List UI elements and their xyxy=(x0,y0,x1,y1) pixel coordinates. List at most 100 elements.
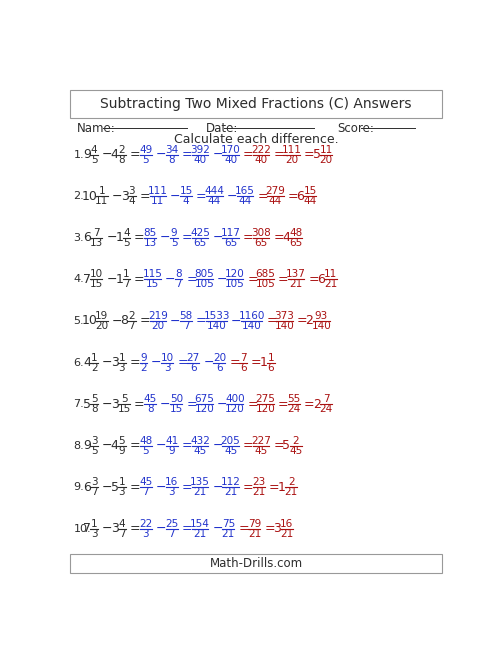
Text: 1: 1 xyxy=(91,353,98,362)
Text: 2: 2 xyxy=(292,435,299,446)
Text: Calculate each difference.: Calculate each difference. xyxy=(174,133,338,146)
Text: 24: 24 xyxy=(288,404,300,414)
Text: 44: 44 xyxy=(208,196,221,206)
Text: −: − xyxy=(112,314,122,327)
Text: =: = xyxy=(134,231,144,245)
Text: 21: 21 xyxy=(252,487,266,498)
Text: 45: 45 xyxy=(224,446,237,455)
Text: −: − xyxy=(156,481,166,494)
Text: 2: 2 xyxy=(91,362,98,373)
Text: −: − xyxy=(160,398,170,411)
Text: 65: 65 xyxy=(224,238,237,248)
Text: 5: 5 xyxy=(282,439,290,452)
Text: 5: 5 xyxy=(91,446,98,455)
Text: =: = xyxy=(140,314,150,327)
Text: 1: 1 xyxy=(118,477,126,487)
Text: 205: 205 xyxy=(220,435,240,446)
Text: 7: 7 xyxy=(123,280,130,289)
Text: 16: 16 xyxy=(165,477,178,487)
Text: −: − xyxy=(170,190,180,203)
Text: 21: 21 xyxy=(194,487,206,498)
Text: 3: 3 xyxy=(110,398,118,411)
Text: 3: 3 xyxy=(168,487,175,498)
Text: 6: 6 xyxy=(317,273,325,286)
Text: 22: 22 xyxy=(139,519,152,529)
Text: −: − xyxy=(102,398,113,411)
Text: −: − xyxy=(102,356,113,369)
Text: 15: 15 xyxy=(90,280,103,289)
Text: −: − xyxy=(203,356,213,369)
Text: 1: 1 xyxy=(115,231,123,245)
Text: =: = xyxy=(182,481,192,494)
Text: 1160: 1160 xyxy=(238,311,265,321)
Text: =: = xyxy=(196,314,206,327)
Text: 2: 2 xyxy=(128,311,135,321)
Text: 685: 685 xyxy=(256,269,276,280)
Text: =: = xyxy=(130,148,140,161)
Text: 65: 65 xyxy=(289,238,302,248)
Text: 9: 9 xyxy=(83,148,91,161)
Text: 120: 120 xyxy=(194,404,214,414)
Text: 5: 5 xyxy=(123,238,130,248)
Text: 120: 120 xyxy=(225,269,245,280)
Text: 10: 10 xyxy=(82,190,98,203)
Text: =: = xyxy=(278,273,288,286)
Text: =: = xyxy=(130,439,140,452)
Text: 7: 7 xyxy=(168,529,175,539)
Text: 9: 9 xyxy=(83,439,91,452)
Text: 8: 8 xyxy=(147,404,154,414)
Text: 41: 41 xyxy=(165,435,178,446)
Text: =: = xyxy=(134,398,144,411)
Text: 48: 48 xyxy=(289,228,302,238)
Text: =: = xyxy=(186,273,197,286)
Text: −: − xyxy=(164,273,175,286)
Text: =: = xyxy=(243,148,254,161)
Text: 44: 44 xyxy=(269,196,282,206)
Text: 49: 49 xyxy=(139,145,152,155)
Text: 6: 6 xyxy=(296,190,304,203)
Text: 6: 6 xyxy=(83,481,91,494)
Text: −: − xyxy=(226,190,237,203)
Text: −: − xyxy=(151,356,162,369)
Text: 6: 6 xyxy=(240,362,246,373)
Text: 85: 85 xyxy=(144,228,157,238)
Text: 7: 7 xyxy=(142,487,149,498)
Text: 279: 279 xyxy=(266,186,285,196)
Text: 140: 140 xyxy=(312,321,331,331)
Text: 140: 140 xyxy=(274,321,294,331)
Text: =: = xyxy=(304,398,314,411)
Text: =: = xyxy=(248,398,258,411)
Text: 1: 1 xyxy=(98,186,105,196)
Text: −: − xyxy=(212,439,222,452)
Text: 65: 65 xyxy=(194,238,206,248)
Text: 170: 170 xyxy=(220,145,240,155)
Text: 6: 6 xyxy=(268,362,274,373)
Text: =: = xyxy=(304,148,314,161)
Text: 1533: 1533 xyxy=(204,311,230,321)
Text: 444: 444 xyxy=(204,186,225,196)
Text: 219: 219 xyxy=(148,311,168,321)
Text: 40: 40 xyxy=(194,155,206,164)
Text: 9: 9 xyxy=(140,353,147,362)
Text: −: − xyxy=(212,481,222,494)
Text: 9: 9 xyxy=(170,228,177,238)
Text: 432: 432 xyxy=(190,435,210,446)
Text: 1: 1 xyxy=(118,353,126,362)
Text: 105: 105 xyxy=(256,280,276,289)
Text: 6: 6 xyxy=(216,362,222,373)
Text: 140: 140 xyxy=(207,321,227,331)
Text: 20: 20 xyxy=(320,155,332,164)
Text: 3.: 3. xyxy=(74,233,84,243)
Text: 9.: 9. xyxy=(74,482,84,492)
Text: 2: 2 xyxy=(306,314,314,327)
Text: =: = xyxy=(243,481,254,494)
Text: =: = xyxy=(274,231,284,245)
Text: 3: 3 xyxy=(273,522,281,535)
Text: 2: 2 xyxy=(288,477,294,487)
Text: 15: 15 xyxy=(304,186,316,196)
Text: 1: 1 xyxy=(268,353,274,362)
Text: −: − xyxy=(156,522,166,535)
Text: 3: 3 xyxy=(128,186,135,196)
Text: 275: 275 xyxy=(256,394,276,404)
Text: 45: 45 xyxy=(139,477,152,487)
